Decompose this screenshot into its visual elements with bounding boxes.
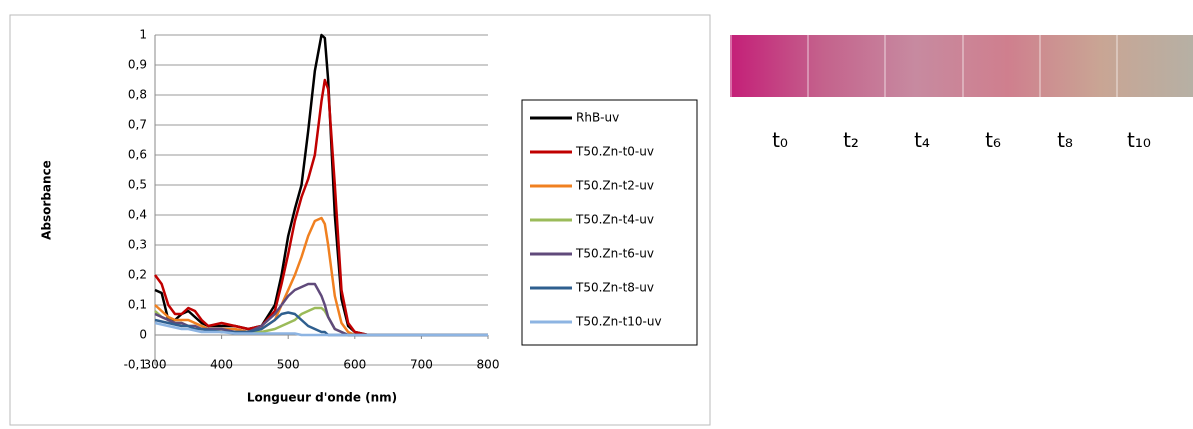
x-tick-label: 800 <box>477 358 500 372</box>
x-tick-label: 600 <box>343 358 366 372</box>
series-line <box>153 78 488 337</box>
photo-label: t₆ <box>985 128 1001 152</box>
y-tick-label: 0,2 <box>128 268 147 282</box>
photo-label: t₄ <box>914 128 930 152</box>
y-tick-label: 1 <box>139 28 147 42</box>
x-tick-label: 700 <box>410 358 433 372</box>
y-tick-label: 0,3 <box>128 238 147 252</box>
series-line <box>154 321 488 337</box>
photo-label: t₁₀ <box>1127 128 1151 152</box>
y-tick-label: 0,5 <box>128 178 147 192</box>
y-tick-label: -0,1 <box>124 358 147 372</box>
y-tick-label: 0,6 <box>128 148 147 162</box>
legend-label: T50.Zn-t0-uv <box>575 145 654 159</box>
y-tick-label: 0,9 <box>128 58 147 72</box>
photo-label: t₂ <box>843 128 859 152</box>
legend-label: T50.Zn-t2-uv <box>575 179 654 193</box>
x-tick-label: 400 <box>210 358 233 372</box>
legend-label: T50.Zn-t6-uv <box>575 247 654 261</box>
y-tick-label: 0,8 <box>128 88 147 102</box>
legend-label: T50.Zn-t8-uv <box>575 281 654 295</box>
y-axis-label: Absorbance <box>40 160 54 240</box>
y-tick-label: 0,4 <box>128 208 147 222</box>
y-tick-label: 0,7 <box>128 118 147 132</box>
legend-label: T50.Zn-t4-uv <box>575 213 654 227</box>
cuvette-photo <box>730 35 1193 97</box>
chart: Absorbance Longueur d'onde (nm) -0,1 0 0,1… <box>9 14 711 426</box>
photo-label: t₀ <box>772 128 788 152</box>
x-axis-label: Longueur d'onde (nm) <box>247 391 397 405</box>
legend-label: RhB-uv <box>576 111 619 125</box>
legend-box <box>521 99 698 346</box>
y-tick-label: 0 <box>139 328 147 342</box>
photo-label: t₈ <box>1057 128 1073 152</box>
legend-label: T50.Zn-t10-uv <box>575 315 662 329</box>
y-tick-label: 0,1 <box>128 298 147 312</box>
x-tick-label: 500 <box>277 358 300 372</box>
